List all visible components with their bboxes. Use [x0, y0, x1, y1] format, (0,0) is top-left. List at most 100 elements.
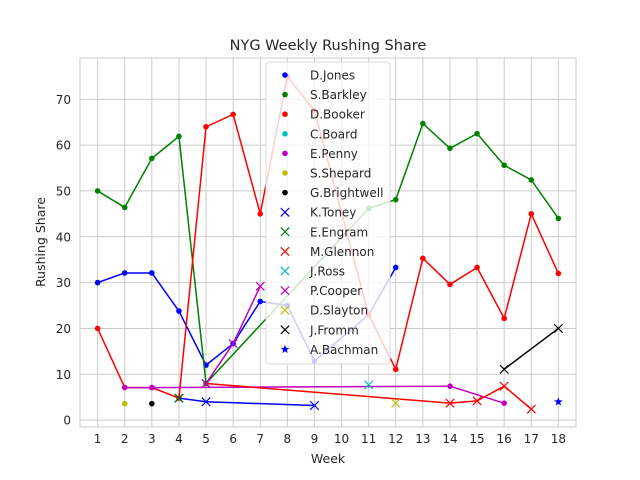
- series-13: [499, 323, 564, 374]
- y-tick-label: 50: [56, 184, 71, 198]
- series-4: [121, 383, 507, 406]
- legend-label: S.Shepard: [310, 167, 371, 181]
- x-axis-label: Week: [311, 451, 346, 466]
- x-tick-label: 11: [361, 432, 376, 446]
- data-point: [420, 120, 426, 127]
- legend-marker: [280, 266, 290, 276]
- data-point: [528, 211, 535, 217]
- legend-marker: [280, 285, 290, 296]
- legend-item: A.Bachman: [280, 343, 378, 357]
- data-point: [554, 397, 563, 406]
- series-12: [391, 398, 401, 408]
- x-tick-label: 10: [334, 432, 349, 446]
- x-tick-label: 4: [175, 432, 183, 446]
- data-point: [526, 404, 536, 414]
- data-point: [255, 281, 265, 291]
- legend-label: C.Board: [310, 127, 357, 141]
- data-point: [121, 384, 128, 391]
- legend-marker: [282, 91, 288, 98]
- series-5: [121, 400, 128, 407]
- y-tick-label: 30: [56, 276, 71, 290]
- x-tick-label: 5: [202, 432, 210, 446]
- legend-marker: [282, 131, 288, 137]
- series-6: [149, 400, 155, 407]
- legend-marker: [282, 111, 288, 117]
- legend-marker: [280, 305, 290, 315]
- legend-label: S.Barkley: [310, 88, 367, 102]
- x-tick-label: 1: [94, 432, 102, 446]
- data-point: [501, 400, 507, 406]
- x-tick-label: 17: [524, 432, 539, 446]
- legend-item: S.Barkley: [282, 88, 367, 102]
- legend-label: J.Ross: [309, 265, 345, 279]
- data-point: [472, 396, 482, 406]
- x-tick-label: 14: [442, 432, 457, 446]
- data-point: [257, 298, 264, 305]
- y-tick-label: 60: [56, 139, 71, 153]
- legend-marker: [280, 207, 290, 217]
- legend-label: G.Brightwell: [310, 186, 383, 200]
- data-point: [203, 123, 209, 130]
- legend-marker: [280, 344, 290, 354]
- data-point: [230, 111, 236, 118]
- data-point: [555, 215, 562, 222]
- data-point: [447, 281, 453, 288]
- data-point: [474, 264, 480, 271]
- legend-label: J.Fromm: [309, 323, 359, 337]
- data-point: [392, 264, 399, 271]
- plot-frame: [79, 57, 577, 428]
- data-point: [420, 255, 426, 262]
- legend-item: G.Brightwell: [282, 186, 383, 200]
- data-point: [257, 211, 264, 217]
- chart-title: NYG Weekly Rushing Share: [230, 38, 427, 54]
- data-point: [149, 384, 155, 391]
- data-point: [176, 133, 182, 140]
- data-point: [149, 400, 155, 407]
- legend-marker: [282, 150, 288, 157]
- legend-marker: [282, 170, 288, 176]
- legend-item: E.Engram: [280, 225, 368, 239]
- series-11: [201, 281, 265, 389]
- data-point: [447, 145, 453, 152]
- legend-item: E.Penny: [282, 147, 358, 161]
- data-point: [94, 325, 101, 332]
- data-point: [94, 188, 101, 194]
- x-tick-label: 9: [311, 432, 319, 446]
- y-tick-label: 0: [63, 414, 71, 428]
- data-point: [176, 308, 182, 314]
- data-point: [228, 338, 238, 349]
- legend-label: M.Glennon: [310, 245, 374, 259]
- legend-item: D.Slayton: [280, 304, 368, 318]
- legend-label: D.Booker: [310, 108, 365, 122]
- legend-frame: [265, 61, 391, 365]
- x-tick-label: 16: [497, 432, 512, 446]
- series-14: [554, 397, 563, 406]
- x-tick-label: 18: [551, 432, 566, 446]
- data-point: [201, 378, 211, 389]
- series-9: [201, 378, 536, 414]
- legend-label: E.Penny: [310, 147, 358, 161]
- data-point: [149, 155, 155, 162]
- legend-label: E.Engram: [310, 225, 368, 239]
- legend-item: J.Ross: [280, 265, 345, 279]
- data-point: [391, 398, 401, 408]
- legend-marker: [280, 325, 290, 335]
- x-tick-label: 12: [388, 432, 403, 446]
- y-tick-label: 40: [56, 230, 71, 244]
- x-tick-label: 8: [284, 432, 292, 446]
- data-point: [499, 381, 509, 391]
- y-tick-label: 70: [56, 93, 71, 107]
- y-tick-label: 10: [56, 368, 71, 382]
- data-point: [499, 364, 509, 374]
- data-point: [121, 270, 128, 276]
- legend-marker: [280, 246, 290, 257]
- data-point: [94, 279, 101, 286]
- legend-label: K.Toney: [310, 206, 356, 220]
- data-point: [528, 177, 535, 183]
- legend-label: P.Cooper: [310, 284, 362, 298]
- legend: D.Jones S.Barkley D.Booker C.Board E.Penny S.…: [265, 61, 391, 365]
- x-tick-label: 6: [229, 432, 237, 446]
- legend-label: D.Jones: [310, 69, 355, 83]
- x-tick-label: 13: [415, 432, 430, 446]
- series-10: [364, 380, 374, 390]
